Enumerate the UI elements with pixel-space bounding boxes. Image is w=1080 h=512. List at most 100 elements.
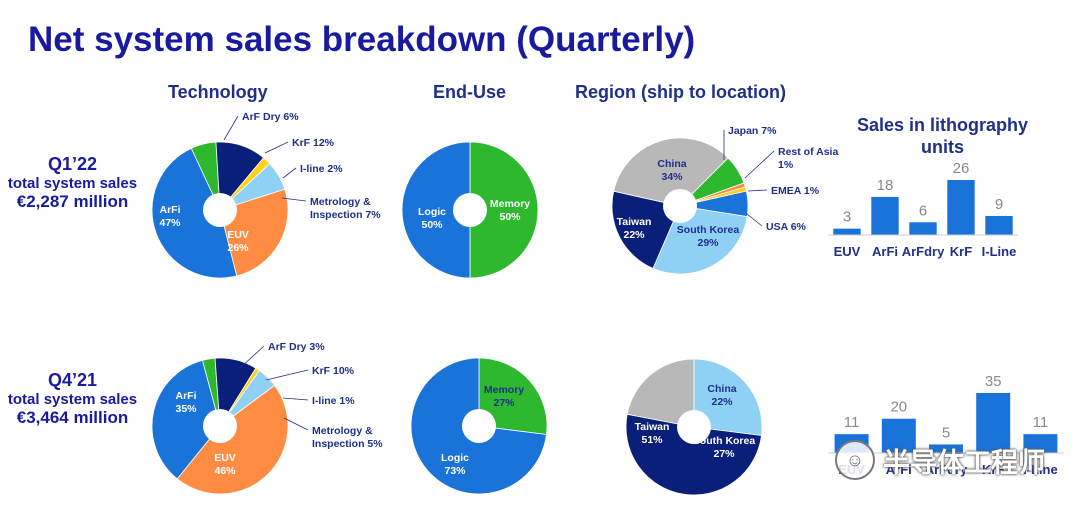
region-ship-to-location-q1-22-label-emea: EMEA 1% [771, 185, 820, 197]
region-ship-to-location-q1-22-label-emea-leader [747, 189, 768, 192]
region-ship-to-location-q1-22-slice-south-korea [652, 205, 748, 275]
sales-in-lithography-units-q4-21-bar-arfi [881, 418, 916, 453]
region-ship-to-location-q1-22-slice-taiwan [611, 190, 681, 269]
region-ship-to-location-q1-22-label-rest-of-asia-leader [744, 150, 775, 179]
sales-in-lithography-units-q1-22-value-euv: 3 [843, 209, 851, 226]
row-label-q4-21: Q4’21 total system sales €3,464 million [0, 370, 145, 428]
end-use-q1-22-label-memory: Memory 50% [490, 198, 530, 223]
end-use-q1-22-label-logic: Logic 50% [418, 206, 446, 231]
technology-q4-21-label-i-line-leader [282, 397, 309, 401]
technology-q4-21-label-i-line: I-line 1% [312, 395, 355, 407]
technology-q4-21-label-krf-leader [265, 369, 309, 381]
sales-in-lithography-units-q1-22-category-euv: EUV [834, 244, 861, 259]
sales-in-lithography-units-q1-22-value-i-line: 9 [995, 196, 1003, 213]
sales-in-lithography-units-q4-21-category-arfdry: ArFdry [925, 462, 968, 477]
sales-in-lithography-units-q1-22-value-arfi: 18 [877, 177, 894, 194]
sales-in-lithography-units-q1-22-category-i-line: I-Line [982, 244, 1017, 259]
column-heading-region: Region (ship to location) [575, 82, 786, 102]
technology-q1-22-label-i-line-leader [282, 167, 297, 179]
column-heading-litho-units: Sales in lithography units [856, 115, 1029, 157]
column-heading-technology: Technology [168, 82, 268, 102]
region-ship-to-location-q1-22-label-rest-of-asia: Rest of Asia 1% [778, 146, 838, 171]
watermark-text: 半导体工程师 [883, 447, 1045, 478]
sales-in-lithography-units-q4-21-value-arfi: 20 [890, 399, 907, 416]
end-use-q1-22-slice-memory [469, 141, 539, 279]
quarter-label: Q4’21 [47, 370, 98, 390]
page-title: Net system sales breakdown (Quarterly) [28, 20, 696, 59]
total-value: €2,287 million [16, 192, 129, 211]
sales-in-lithography-units-q4-21-bar-i-line [1023, 434, 1058, 453]
technology-q4-21-label-metrology-inspection-leader [283, 417, 309, 431]
sales-in-lithography-units-q4-21-value-i-line: 11 [1033, 414, 1049, 431]
technology-q1-22-label-euv: EUV 26% [227, 229, 249, 254]
technology-q1-22-label-metrology-inspection-leader [281, 197, 307, 202]
quarter-label: Q1’22 [47, 154, 98, 174]
watermark: ☺ 半导体工程师 [835, 440, 1060, 480]
sales-in-lithography-units-q1-22-category-krf: KrF [950, 244, 972, 259]
end-use-q4-21-label-logic: Logic 73% [441, 452, 469, 477]
technology-q4-21-label-euv: EUV 46% [214, 452, 236, 477]
total-label: total system sales [7, 175, 138, 192]
technology-q4-21-label-metrology-inspection: Metrology & Inspection 5% [312, 425, 383, 450]
technology-q1-22-label-arf-dry-leader [223, 115, 239, 141]
region-ship-to-location-q1-22-label-china: China 34% [657, 158, 686, 183]
technology-q4-21-slice-arfi [151, 359, 221, 480]
row-label-q1-22: Q1’22 total system sales €2,287 million [0, 154, 145, 212]
end-use-q4-21-center-hole [462, 409, 496, 443]
sales-in-lithography-units-q4-21-value-krf: 35 [985, 373, 1002, 390]
chat-logo-icon: ☺ [835, 440, 875, 480]
region-ship-to-location-q1-22-center-hole [663, 189, 697, 223]
technology-q1-22-label-arf-dry: ArF Dry 6% [242, 111, 299, 123]
technology-q1-22-label-krf-leader [264, 141, 289, 154]
technology-q4-21-label-krf: KrF 10% [312, 365, 355, 377]
sales-in-lithography-units-q1-22-category-arfi: ArFi [872, 244, 898, 259]
sales-in-lithography-units-q1-22-bar-arfdry [909, 222, 937, 235]
sales-in-lithography-units-q1-22-value-arfdry: 6 [919, 202, 927, 219]
technology-q1-22-label-i-line: I-line 2% [300, 163, 343, 175]
sales-in-lithography-units-q4-21-category-i-line: I-Line [1023, 462, 1058, 477]
sales-in-lithography-units-q1-22-bar-euv [833, 228, 861, 235]
sales-in-lithography-units-q4-21-bar-krf [976, 393, 1011, 453]
sales-in-lithography-units-q4-21-value-arfdry: 5 [942, 424, 950, 441]
technology-q4-21-center-hole [203, 409, 237, 443]
region-ship-to-location-q4-21-slice-taiwan [625, 413, 762, 496]
sales-in-lithography-units-q4-21-bar-arfdry [929, 444, 963, 453]
end-use-q4-21-slice-memory [478, 357, 548, 435]
region-ship-to-location-q1-22-label-usa: USA 6% [766, 221, 807, 233]
region-ship-to-location-q1-22-slice-china [613, 137, 729, 207]
technology-q1-22-label-arfi: ArFi 47% [159, 204, 181, 229]
region-ship-to-location-q4-21-label-taiwan: Taiwan 51% [635, 421, 670, 446]
technology-q1-22-label-krf: KrF 12% [292, 137, 335, 149]
end-use-q1-22-slice-logic [401, 141, 471, 279]
sales-in-lithography-units-q4-21-category-krf: KrF [982, 462, 1004, 477]
end-use-q4-21-label-memory: Memory 27% [484, 384, 524, 409]
technology-q4-21-slice-euv [176, 384, 289, 495]
technology-q4-21-label-arf-dry: ArF Dry 3% [268, 341, 325, 353]
end-use-q1-22-center-hole [453, 193, 487, 227]
technology-q1-22-label-metrology-inspection: Metrology & Inspection 7% [310, 196, 381, 221]
sales-in-lithography-units-q1-22-bar-krf [947, 180, 975, 235]
sales-in-lithography-units-q1-22-value-krf: 26 [953, 160, 970, 177]
sales-in-lithography-units-q1-22-category-arfdry: ArFdry [902, 244, 945, 259]
total-value: €3,464 million [16, 408, 129, 427]
column-heading-end-use: End-Use [433, 82, 507, 102]
total-label: total system sales [7, 391, 138, 408]
sales-in-lithography-units-q4-21-category-arfi: ArFi [886, 462, 912, 477]
sales-in-lithography-units-q1-22-bar-arfi [871, 196, 899, 235]
region-ship-to-location-q1-22-label-taiwan: Taiwan 22% [617, 216, 652, 241]
technology-q4-21-label-arf-dry-leader [239, 345, 265, 369]
sales-in-lithography-units-q4-21-value-euv: 11 [844, 414, 860, 431]
region-ship-to-location-q4-21-label-south-korea: South Korea 27% [693, 435, 756, 460]
technology-q1-22-slice-arfi [151, 147, 238, 279]
region-ship-to-location-q4-21-slice-south-korea [693, 358, 763, 436]
technology-q4-21-label-arfi: ArFi 35% [175, 390, 197, 415]
region-ship-to-location-q4-21-slice-china [626, 358, 695, 428]
region-ship-to-location-q1-22-label-japan: Japan 7% [728, 125, 777, 137]
region-ship-to-location-q4-21-label-china: China 22% [707, 383, 736, 408]
region-ship-to-location-q1-22-label-south-korea: South Korea 29% [677, 224, 740, 249]
sales-in-lithography-units-q1-22-bar-i-line [985, 215, 1013, 235]
region-ship-to-location-q1-22-label-usa-leader [746, 213, 763, 227]
technology-q1-22-center-hole [203, 193, 237, 227]
region-ship-to-location-q4-21-center-hole [677, 410, 711, 444]
